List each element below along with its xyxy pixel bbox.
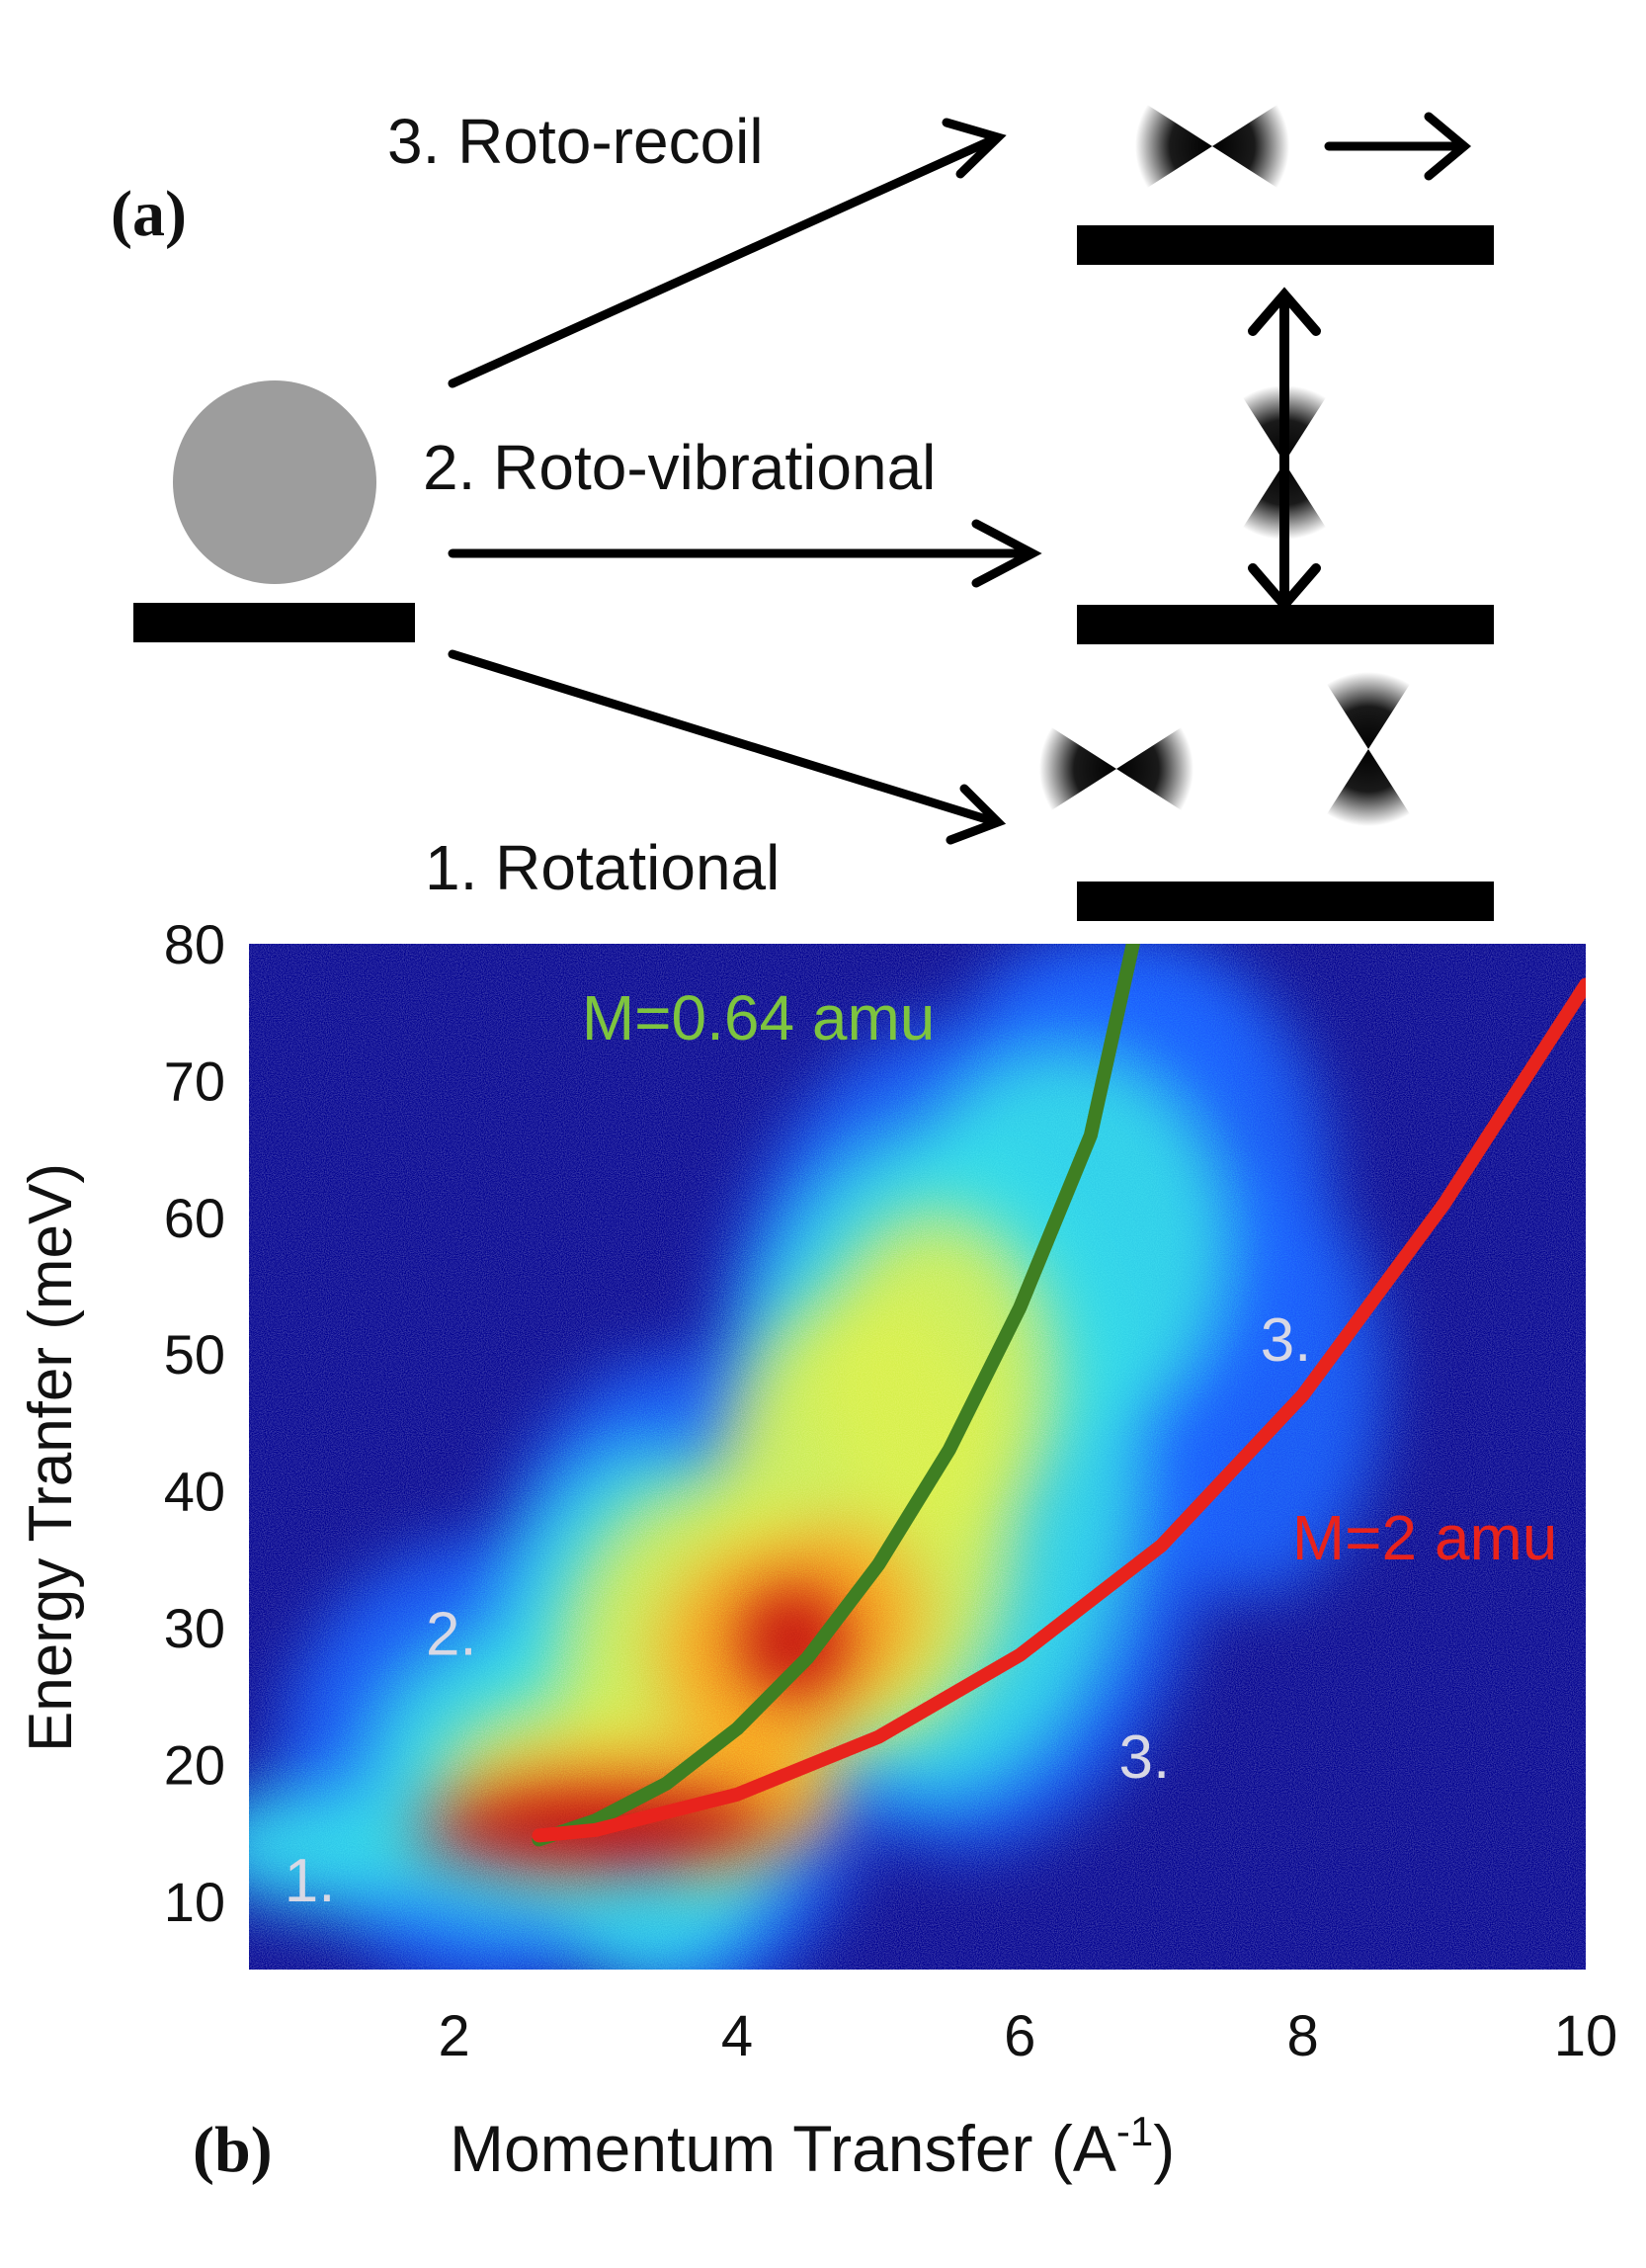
panel-a: (a) 3. Roto-recoil 2. Roto-vibrational 1… <box>111 101 1494 921</box>
arrow-rotational <box>448 649 1001 827</box>
x-tick-label: 10 <box>1554 2004 1618 2068</box>
panel-b: 2 4 6 8 10 10 20 30 40 50 60 70 80 1. 2. 3. 3. M=0.64 am… <box>17 913 1617 2186</box>
y-tick-label: 50 <box>164 1323 225 1386</box>
label-roto-recoil: 3. Roto-recoil <box>387 106 764 177</box>
curve-label: M=2 amu <box>1292 1502 1558 1573</box>
region-annotation: 3. <box>1261 1306 1312 1375</box>
vibration-double-arrow-icon <box>1248 287 1321 613</box>
region-annotation: 1. <box>285 1847 336 1915</box>
x-axis-label: Momentum Transfer (A-1) <box>450 2108 1175 2185</box>
y-tick-label: 60 <box>164 1187 225 1249</box>
rotational-molecule-horizontal-icon <box>1031 723 1201 814</box>
rotational-level-bar <box>1077 882 1494 921</box>
recoil-molecule-icon <box>1127 101 1297 192</box>
region-annotation: 2. <box>426 1601 477 1669</box>
y-tick-label: 20 <box>164 1733 225 1796</box>
ground-state-molecule <box>173 380 376 584</box>
panel-b-label: (b) <box>193 2114 273 2186</box>
rotational-molecule-vertical-icon <box>1323 664 1414 834</box>
label-rotational: 1. Rotational <box>425 832 780 903</box>
x-axis-label-superscript: -1 <box>1116 2108 1153 2154</box>
x-axis-label-main: Momentum Transfer (A <box>450 2112 1116 2185</box>
recoil-level-bar <box>1077 225 1494 265</box>
x-tick-label: 6 <box>1004 2004 1035 2068</box>
heatmap-density <box>249 944 1586 1970</box>
y-tick-label: 30 <box>164 1597 225 1659</box>
label-roto-vibrational: 2. Roto-vibrational <box>423 432 936 503</box>
panel-a-label: (a) <box>111 178 187 250</box>
ground-level-bar <box>133 603 415 642</box>
y-tick-label: 10 <box>164 1871 225 1933</box>
curve-label: M=0.64 amu <box>582 982 936 1053</box>
x-axis-label-close: ) <box>1153 2112 1175 2185</box>
x-tick-label: 8 <box>1287 2004 1319 2068</box>
curve-m-2-amu <box>532 977 1586 1843</box>
arrow-roto-recoil <box>448 133 1001 388</box>
y-tick-label: 40 <box>164 1461 225 1523</box>
recoil-direction-arrow-icon <box>1324 112 1472 181</box>
vibrational-level-bar <box>1077 605 1494 644</box>
y-tick-label: 80 <box>164 913 225 975</box>
region-annotation: 3. <box>1119 1723 1171 1792</box>
curve-m-0-64-amu <box>532 944 1140 1847</box>
x-tick-label: 4 <box>721 2004 753 2068</box>
y-tick-label: 70 <box>164 1050 225 1112</box>
y-axis-label: Energy Tranfer (meV) <box>17 1163 85 1752</box>
x-tick-label: 2 <box>438 2004 469 2068</box>
